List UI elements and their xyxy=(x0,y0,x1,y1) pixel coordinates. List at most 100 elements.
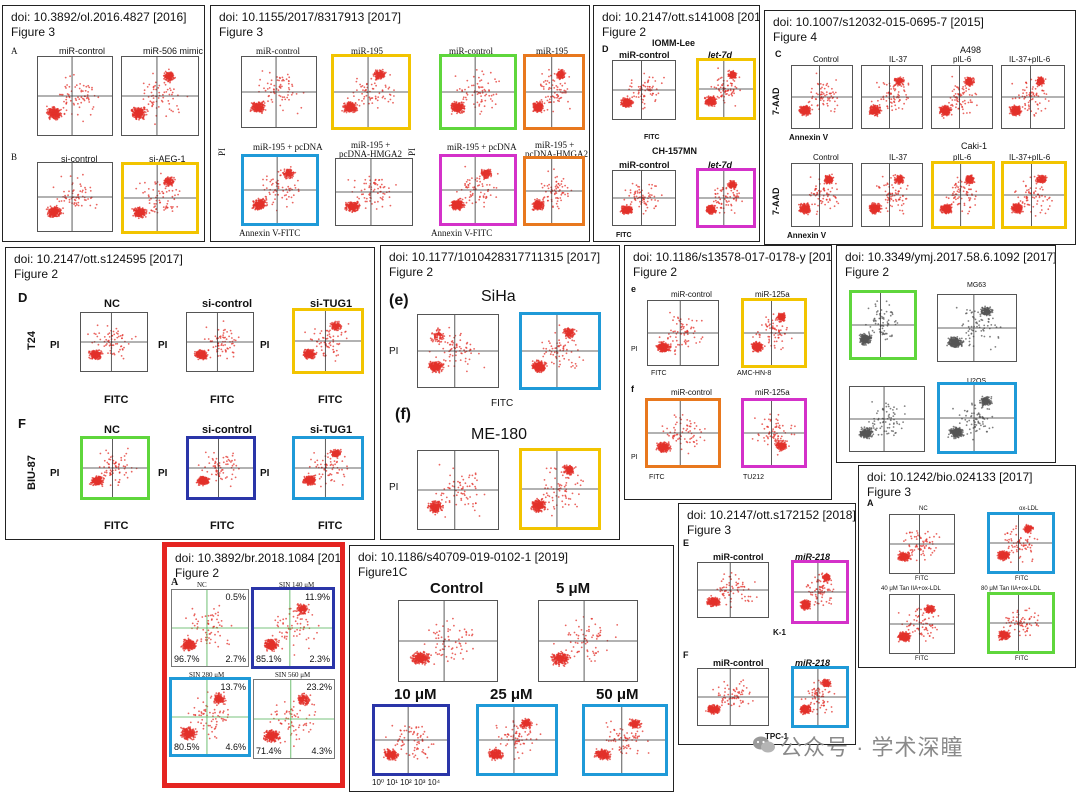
plot-title: miR-125a xyxy=(755,388,790,397)
flow-plot xyxy=(186,312,254,372)
scatter-dots xyxy=(648,401,718,465)
axis-label-x: FITC xyxy=(644,134,660,141)
plot-title: NC xyxy=(104,298,120,310)
axis-label-x: FITC xyxy=(1015,576,1028,582)
panel-letter: F xyxy=(18,416,26,431)
group-title: ME-180 xyxy=(471,426,527,444)
plot-title: SIN 280 μM xyxy=(189,671,224,679)
scatter-dots xyxy=(334,57,408,127)
plot-title: miR-195 + pcDNA xyxy=(253,142,323,152)
quadrant-lower-right-value: 2.3% xyxy=(309,654,330,664)
group-title: MG63 xyxy=(967,282,986,289)
plot-title: miR-506 mimic xyxy=(143,46,203,56)
plot-title: miR-218 xyxy=(795,658,830,668)
panel-s12032: doi: 10.1007/s12032-015-0695-7 [2015] Fi… xyxy=(764,10,1076,245)
flow-plot xyxy=(937,294,1017,362)
scatter-dots xyxy=(648,301,718,365)
axis-label-y: PI xyxy=(260,340,269,351)
panel-letter: A xyxy=(11,46,18,56)
group-title: A498 xyxy=(960,45,981,55)
flow-plot-highlighted xyxy=(696,168,756,228)
plot-title: let-7d xyxy=(708,50,732,60)
quadrant-lower-right-value: 4.3% xyxy=(311,746,332,756)
scatter-dots xyxy=(83,439,147,497)
plot-title: NC xyxy=(919,506,928,512)
plot-title: miR-195 + pcDNA xyxy=(447,142,517,152)
plot-title: SIN 560 μM xyxy=(275,671,310,679)
flow-plot-highlighted xyxy=(523,54,585,130)
cell-line-label: TPC-1 xyxy=(765,732,788,741)
flow-plot xyxy=(335,158,413,226)
scatter-dots xyxy=(794,669,846,725)
scatter-dots xyxy=(122,57,198,135)
flow-plot xyxy=(612,60,676,120)
scatter-dots xyxy=(526,57,582,127)
plot-title: miR-195 xyxy=(536,46,568,56)
axis-label-x: FITC xyxy=(318,520,342,532)
plot-title: pIL-6 xyxy=(953,153,971,162)
scatter-dots xyxy=(890,595,954,653)
plot-title: miR-control xyxy=(449,46,493,56)
plot-title: IL-37+pIL-6 xyxy=(1009,55,1050,64)
flow-plot-highlighted xyxy=(696,58,756,120)
panel-s13578: doi: 10.1186/s13578-017-0178-y [2017] Fi… xyxy=(624,245,832,500)
plot-title: IL-37 xyxy=(889,153,907,162)
flow-plot-highlighted xyxy=(645,398,721,468)
panel-br-2018-1084: doi: 10.3892/br.2018.1084 [2018] Figure … xyxy=(162,542,345,788)
flow-plot-highlighted xyxy=(791,560,849,624)
plot-title: pcDNA-HMGA2 xyxy=(525,149,588,159)
figure-label: Figure 2 xyxy=(845,265,889,279)
flow-plot xyxy=(791,163,853,227)
axis-label-y: PI xyxy=(217,148,227,156)
figure-label: Figure 3 xyxy=(11,25,55,39)
quadrant-lower-right-value: 4.6% xyxy=(225,742,246,752)
axis-label-y: PI xyxy=(260,468,269,479)
flow-plot-highlighted xyxy=(121,162,199,234)
scatter-dots xyxy=(479,707,555,773)
group-title: IOMM-Lee xyxy=(652,38,695,48)
plot-title: si-TUG1 xyxy=(310,424,352,436)
scatter-dots xyxy=(442,157,514,223)
scatter-dots xyxy=(81,313,147,371)
panel-ott-s124595: doi: 10.2147/ott.s124595 [2017] Figure 2… xyxy=(5,247,375,540)
plot-title: IL-37+pIL-6 xyxy=(1009,153,1050,162)
scatter-dots xyxy=(698,669,768,725)
doi-label: doi: 10.2147/ott.s141008 [2017] xyxy=(602,10,759,24)
scatter-dots xyxy=(794,563,846,621)
axis-label-x: Annexin V-FITC xyxy=(239,228,300,238)
flow-plot-highlighted xyxy=(849,290,917,360)
doi-label: doi: 10.3892/ol.2016.4827 [2016] xyxy=(11,10,187,24)
scatter-dots xyxy=(172,680,248,754)
panel-ott-s172152: doi: 10.2147/ott.s172152 [2018] Figure 3… xyxy=(678,503,856,745)
panel-ott-s141008: doi: 10.2147/ott.s141008 [2017] Figure 2… xyxy=(593,5,760,242)
figure-label: Figure 3 xyxy=(687,523,731,537)
plot-title: 40 μM Tan IIA+ox-LDL xyxy=(881,586,941,592)
panel-letter: C xyxy=(775,49,782,59)
scatter-dots xyxy=(244,157,316,223)
scatter-dots xyxy=(698,563,768,617)
panel-s40709: doi: 10.1186/s40709-019-0102-1 [2019] Fi… xyxy=(349,545,674,792)
flow-plot-highlighted xyxy=(241,154,319,226)
flow-plot-highlighted xyxy=(987,592,1055,654)
tick-labels: 10⁰ 10¹ 10² 10³ 10⁴ xyxy=(372,778,440,787)
scatter-dots xyxy=(336,159,412,225)
quadrant-upper-right-value: 13.7% xyxy=(220,682,246,692)
figure-label: Figure1C xyxy=(358,565,407,579)
flow-plot xyxy=(80,312,148,372)
plot-title: let-7d xyxy=(708,160,732,170)
flow-plot-highlighted xyxy=(331,54,411,130)
scatter-dots xyxy=(862,164,922,226)
axis-label-y: 7-AAD xyxy=(771,187,781,215)
scatter-dots xyxy=(254,680,334,758)
scatter-dots xyxy=(124,165,196,231)
plot-title: 50 μM xyxy=(596,686,639,703)
panel-letter: D xyxy=(18,290,27,305)
plot-title: miR-control xyxy=(256,46,300,56)
scatter-dots xyxy=(744,401,804,465)
scatter-dots xyxy=(1002,66,1064,128)
flow-plot xyxy=(791,65,853,129)
flow-plot-highlighted xyxy=(186,436,256,500)
plot-title: miR-control xyxy=(671,290,712,299)
scatter-dots xyxy=(442,57,514,127)
group-title: CH-157MN xyxy=(652,146,697,156)
